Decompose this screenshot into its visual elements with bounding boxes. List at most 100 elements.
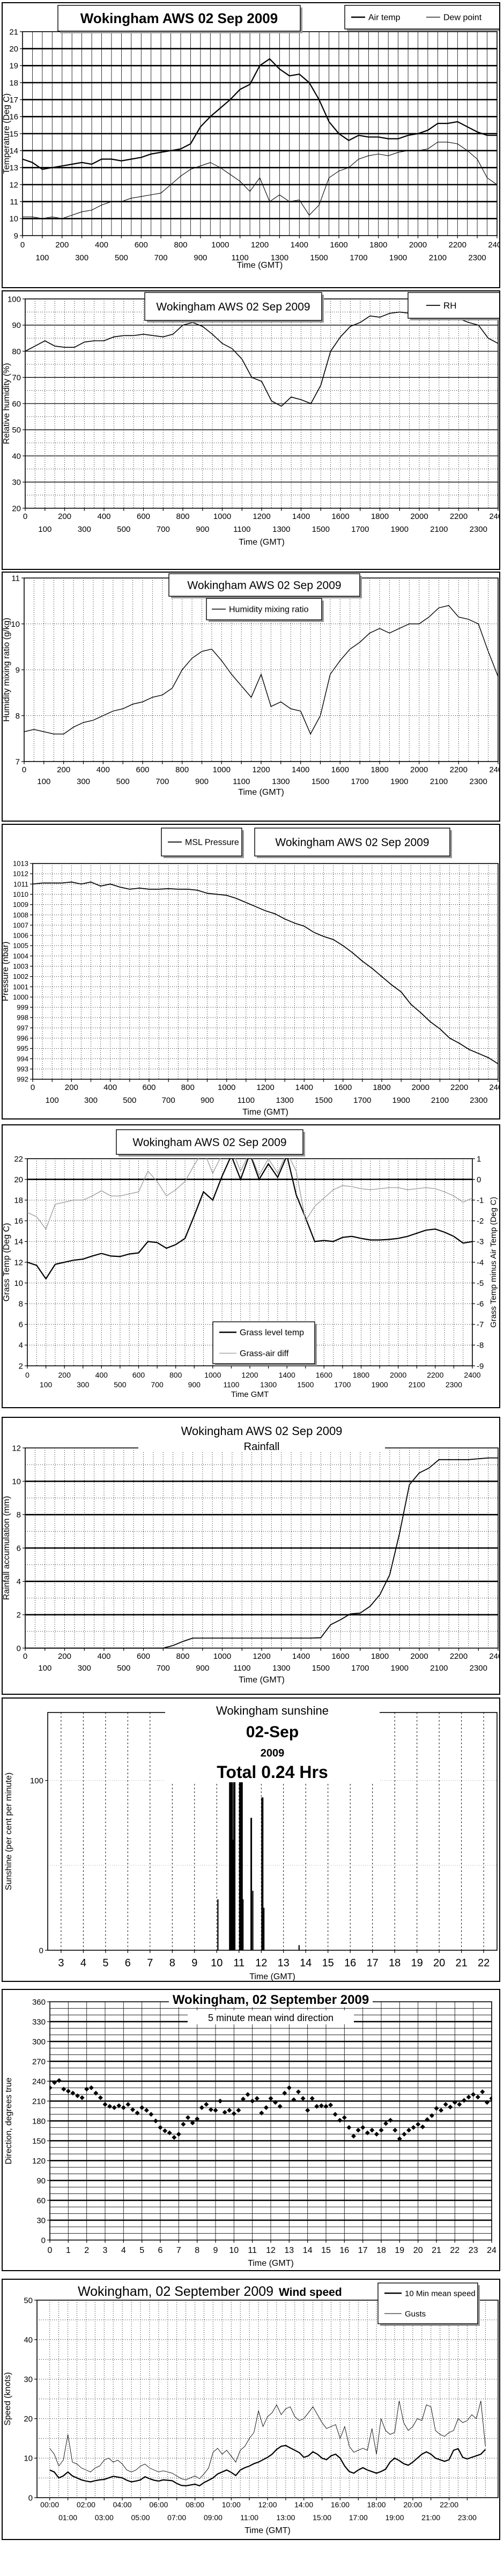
y-tick-label: 0 (41, 2236, 46, 2245)
legend: Grass level temp Grass-air diff (212, 1321, 317, 1366)
x-tick-label: 2400 (489, 512, 499, 521)
y-tick-label: 60 (12, 399, 21, 408)
x-axis: 0100200300400500600700800900100011001200… (31, 1079, 499, 1117)
x-axis: 0100200300400500600700800900100011001200… (20, 236, 499, 270)
y-axis: 0 2 4 6 8 10 12 (12, 1444, 25, 1653)
y-tick-label: 992 (17, 1075, 28, 1084)
y-tick-label: 60 (36, 2196, 46, 2205)
x-tick-label: 22 (478, 1957, 490, 1969)
y-tick-label: 1010 (13, 890, 28, 898)
legend: RH (407, 292, 499, 320)
panel-wind-direction: 0 30 60 90 120 150 180 210 240 270 300 330 360 0 1 2 3 4 5… (2, 1989, 500, 2271)
x-tick-label: 100 (35, 253, 49, 262)
svg-text:5 minute mean wind direction: 5 minute mean wind direction (208, 2012, 333, 2023)
x-tick-label: 5 (102, 1957, 108, 1969)
x-tick-label: 21 (455, 1957, 467, 1969)
chart-title: Wokingham AWS 02 Sep 2009 (116, 1129, 305, 1157)
y-tick-label: 100 (8, 295, 21, 304)
chart-grass-temp: 246810121416182022-9-8-7-6-5-4-3-2-10101… (3, 1129, 498, 1399)
series-layer (49, 2078, 492, 2141)
series-layer (25, 1457, 498, 1649)
y-tick-label: 50 (24, 2296, 33, 2305)
x-tick-label: 08:00 (186, 2500, 204, 2509)
x-axis-title: Time (GMT) (248, 2259, 294, 2268)
x-tick-label: 7 (147, 1957, 153, 1969)
y-tick-label: 14 (9, 147, 18, 156)
chart-air-temp-dew-point: 9 10 11 12 13 14 15 16 17 18 19 20 21 0 100 200 300 400 50… (3, 5, 499, 270)
x-tick-label: 2400 (464, 1371, 480, 1379)
y-tick-label: 993 (17, 1065, 28, 1073)
series-layer (217, 1780, 300, 1950)
x-tick-label: 03:00 (95, 2513, 114, 2522)
x-tick-label: 800 (176, 1652, 189, 1661)
y-axis-title: Rainfall accumulation (mm) (3, 1496, 11, 1600)
y-tick-label: 240 (32, 2077, 46, 2086)
x-tick-label: 1400 (292, 765, 309, 774)
panel-humidity-mixing-ratio: 7 8 9 10 11 0 100 200 300 400 500 600 700 800 900 1000 1… (2, 572, 500, 822)
x-axis: 0100200300400500600700800900100011001200… (25, 1366, 481, 1399)
x-axis-title: Time (GMT) (244, 2526, 291, 2535)
svg-text:Wokingham AWS 02 Sep 2009: Wokingham AWS 02 Sep 2009 (187, 579, 341, 591)
y-tick-label: 10 (12, 1477, 21, 1486)
x-axis-title: Time GMT (231, 1390, 269, 1399)
legend: Air temp Dew point (344, 5, 499, 31)
x-tick-label: 1700 (351, 777, 369, 786)
x-tick-label: 18 (389, 1957, 401, 1969)
x-tick-label: 2100 (430, 525, 448, 534)
x-tick-label: 1200 (256, 1083, 274, 1092)
x-tick-label: 800 (175, 765, 189, 774)
svg-text:Wokingham, 02 September 2009: Wokingham, 02 September 2009 (78, 2284, 273, 2299)
x-tick-label: 02:00 (77, 2500, 95, 2509)
x-tick-label: 100 (37, 777, 50, 786)
x-tick-label: 700 (154, 253, 168, 262)
x-tick-label: 19 (395, 2246, 404, 2255)
y-tick-label: 14 (14, 1238, 23, 1247)
svg-text:Wokingham AWS 02 Sep 2009: Wokingham AWS 02 Sep 2009 (275, 836, 429, 848)
y-tick-label: 1006 (13, 932, 28, 940)
x-tick-label: 1500 (312, 525, 330, 534)
chart-msl-pressure: 9929939949959969979989991000100110021003… (3, 828, 499, 1117)
y-tick-label: 1009 (13, 901, 28, 909)
x-tick-label: 10 (229, 2246, 239, 2255)
grid (33, 863, 498, 1079)
x-tick-label: 300 (77, 777, 90, 786)
y2-axis: -9 -8 -7 -6 -5 -4 -3 -2 -1 0 1 (472, 1154, 484, 1371)
x-tick-label: 900 (196, 525, 209, 534)
y-tick-label: 50 (12, 426, 21, 435)
x-tick-label: 200 (57, 765, 70, 774)
x-tick-label: 1800 (371, 512, 389, 521)
svg-text:Rainfall: Rainfall (244, 1441, 280, 1453)
x-tick-label: 01:00 (58, 2513, 77, 2522)
x-tick-label: 1700 (350, 253, 367, 262)
x-tick-label: 4 (121, 2246, 126, 2255)
x-axis-title: Time (GMT) (238, 788, 284, 797)
x-tick-label: 1800 (371, 1652, 389, 1661)
x-tick-label: 0 (23, 1652, 27, 1661)
y-tick-label: 996 (17, 1034, 28, 1042)
x-axis-title: Time (GMT) (242, 1108, 288, 1117)
y2-tick-label: -9 (477, 1362, 484, 1371)
x-tick-label: 1300 (272, 777, 290, 786)
x-tick-label: 2000 (409, 240, 427, 250)
y-tick-label: 1008 (13, 911, 28, 919)
x-tick-label: 400 (97, 765, 110, 774)
series-Dew point (23, 142, 498, 219)
x-tick-label: 0 (22, 765, 26, 774)
x-tick-label: 800 (176, 512, 189, 521)
y-axis-title: Grass Temp (Deg C) (3, 1223, 11, 1301)
x-tick-label: 2300 (470, 1096, 487, 1105)
x-tick-label: 400 (97, 512, 110, 521)
y2-tick-label: 1 (477, 1154, 481, 1163)
x-tick-label: 300 (84, 1096, 98, 1105)
x-tick-label: 1500 (312, 1664, 330, 1673)
legend-label: Grass level temp (240, 1328, 304, 1337)
x-axis-title: Time (GMT) (239, 1675, 285, 1685)
x-tick-label: 1400 (295, 1083, 313, 1092)
x-tick-label: 1900 (392, 1096, 410, 1105)
x-tick-label: 2200 (450, 1652, 468, 1661)
x-tick-label: 18 (376, 2246, 386, 2255)
series-Air temp (22, 58, 497, 170)
x-tick-label: 1900 (389, 253, 407, 262)
y-tick-label: 90 (36, 2176, 46, 2185)
